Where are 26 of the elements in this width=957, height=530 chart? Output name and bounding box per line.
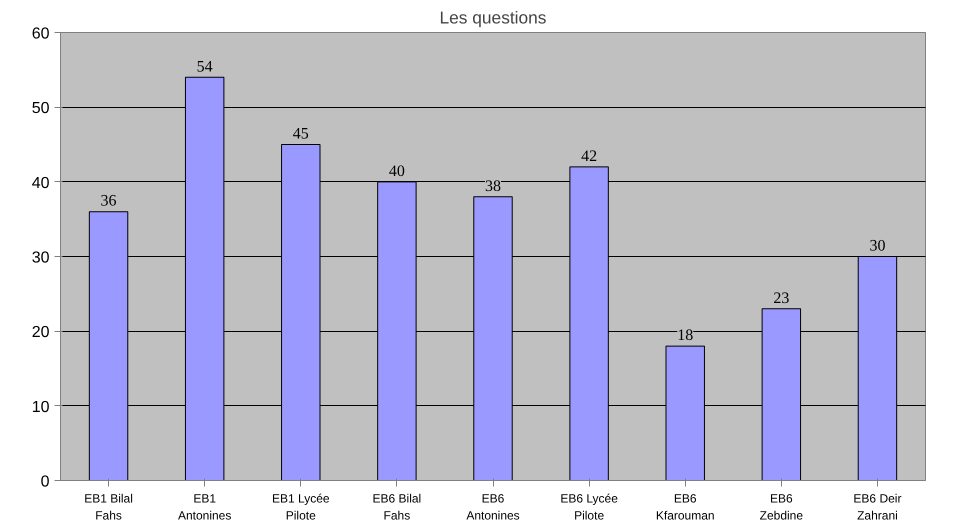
x-tick-label: EB6 Kfarouman [656, 492, 715, 522]
data-label: 38 [485, 178, 501, 195]
data-label: 40 [388, 162, 405, 180]
y-tick-label: 60 [32, 26, 50, 42]
x-tick-label: EB6 Lycée Pilote [560, 492, 618, 522]
x-tick-label: EB1 Antonines [178, 492, 232, 522]
y-tick-label: 20 [32, 324, 50, 342]
data-label: 18 [677, 327, 694, 344]
y-tick-label: 40 [32, 174, 50, 192]
data-label: 45 [292, 126, 309, 142]
y-tick-label: 50 [32, 100, 50, 118]
x-tick-label: EB1 Lycée Pilote [272, 492, 330, 522]
x-tick-label: EB6 Antonines [466, 492, 520, 522]
chart-title: Les questions [440, 8, 547, 28]
y-tick-label: 0 [40, 474, 50, 490]
x-tick-label: EB6 Bilal Fahs [372, 492, 422, 522]
y-tick-label: 10 [32, 398, 50, 416]
data-label: 42 [581, 148, 598, 165]
y-tick-label: 30 [32, 250, 50, 266]
x-tick-label: EB6 Zebdine [760, 492, 804, 522]
data-label: 54 [196, 58, 213, 76]
x-tick-label: EB6 Deir Zahrani [853, 492, 902, 522]
x-tick-label: EB1 Bilal Fahs [84, 492, 133, 522]
data-label: 36 [100, 192, 117, 210]
data-label: 30 [869, 238, 886, 254]
data-label: 23 [773, 290, 790, 307]
